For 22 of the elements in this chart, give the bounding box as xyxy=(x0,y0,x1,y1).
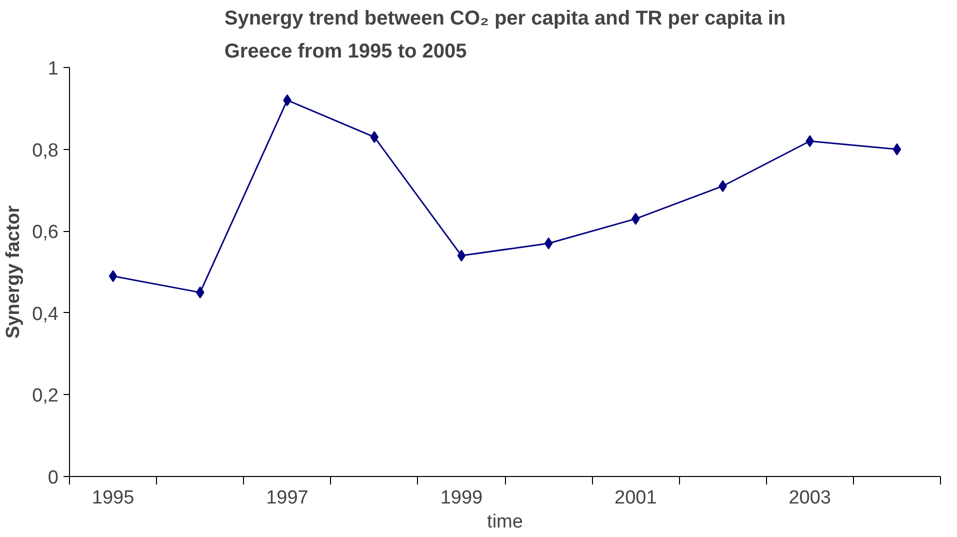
x-tick-label: 2003 xyxy=(788,488,831,508)
y-axis-title: Synergy factor xyxy=(3,204,24,339)
x-tick-label: 2001 xyxy=(614,488,657,508)
point xyxy=(544,237,553,250)
point xyxy=(108,270,118,282)
point xyxy=(631,212,640,225)
point xyxy=(806,135,814,148)
y-tick-label: 0 xyxy=(48,468,59,488)
point xyxy=(457,250,466,262)
point xyxy=(370,131,379,144)
y-tick-label: 1 xyxy=(48,58,59,80)
point xyxy=(892,143,902,156)
point xyxy=(196,286,204,298)
y-tick-label: 0,4 xyxy=(32,304,59,325)
y-tick-label: 0,8 xyxy=(32,140,59,162)
chart-title: Synergy trend between CO₂ per capita and TR per capita in Greece from 1995 to 2005 xyxy=(224,8,786,62)
y-tick-label: 0,2 xyxy=(32,386,59,407)
x-axis-title: time xyxy=(487,512,523,532)
x-tick-label: 1997 xyxy=(266,488,308,508)
x-tick-label: 1999 xyxy=(440,488,483,508)
x-tick-label: 1995 xyxy=(92,488,134,508)
y-tick-label: 0,6 xyxy=(32,222,59,244)
